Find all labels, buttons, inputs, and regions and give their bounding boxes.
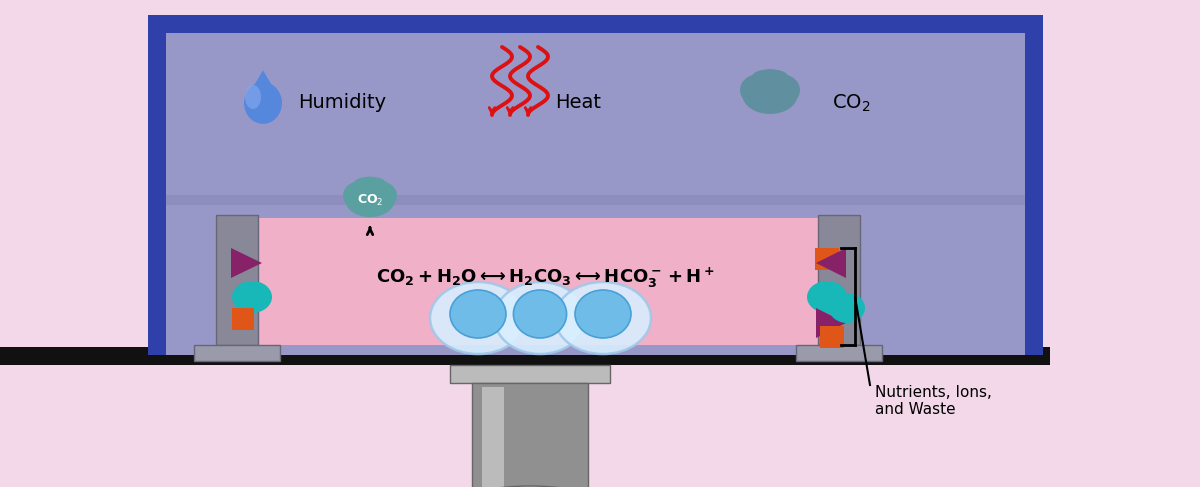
Bar xyxy=(216,215,258,345)
Text: $\mathbf{CO_2 + H_2O \longleftrightarrow H_2CO_3 \longleftrightarrow HCO_3^- + H: $\mathbf{CO_2 + H_2O \longleftrightarrow… xyxy=(376,266,714,290)
Bar xyxy=(166,33,1025,355)
Ellipse shape xyxy=(430,282,526,354)
Ellipse shape xyxy=(244,82,282,124)
Text: Heat: Heat xyxy=(554,94,601,112)
Bar xyxy=(482,387,504,487)
Ellipse shape xyxy=(362,177,388,197)
Ellipse shape xyxy=(751,69,790,99)
Ellipse shape xyxy=(343,181,377,210)
Polygon shape xyxy=(816,308,846,338)
Ellipse shape xyxy=(362,181,397,210)
Ellipse shape xyxy=(352,177,377,197)
Text: CO$_2$: CO$_2$ xyxy=(356,192,383,207)
Bar xyxy=(166,195,1025,205)
Ellipse shape xyxy=(740,74,778,106)
Polygon shape xyxy=(246,70,280,99)
Bar xyxy=(0,347,1050,365)
Bar xyxy=(194,345,280,361)
Ellipse shape xyxy=(808,281,847,313)
Ellipse shape xyxy=(494,282,586,354)
Ellipse shape xyxy=(575,290,631,338)
Bar xyxy=(815,248,839,270)
Text: Nutrients, Ions,
and Waste: Nutrients, Ions, and Waste xyxy=(875,385,992,417)
Bar xyxy=(796,345,882,361)
Bar xyxy=(472,383,588,487)
Polygon shape xyxy=(230,248,262,278)
Ellipse shape xyxy=(353,177,388,204)
Bar xyxy=(148,15,1043,355)
Ellipse shape xyxy=(450,290,506,338)
Polygon shape xyxy=(816,248,846,278)
Ellipse shape xyxy=(472,486,588,487)
Bar xyxy=(820,326,844,348)
Bar xyxy=(232,308,254,330)
Ellipse shape xyxy=(554,282,650,354)
Ellipse shape xyxy=(514,290,566,338)
Ellipse shape xyxy=(762,70,790,92)
Ellipse shape xyxy=(743,76,798,114)
Ellipse shape xyxy=(750,70,778,92)
Bar xyxy=(818,215,860,345)
Ellipse shape xyxy=(829,293,865,323)
Ellipse shape xyxy=(762,74,800,106)
Ellipse shape xyxy=(245,85,262,109)
Ellipse shape xyxy=(232,281,272,313)
Text: CO$_2$: CO$_2$ xyxy=(832,93,870,113)
Bar xyxy=(258,218,818,345)
Bar xyxy=(450,365,610,383)
Ellipse shape xyxy=(346,183,395,217)
Text: Humidity: Humidity xyxy=(298,94,386,112)
